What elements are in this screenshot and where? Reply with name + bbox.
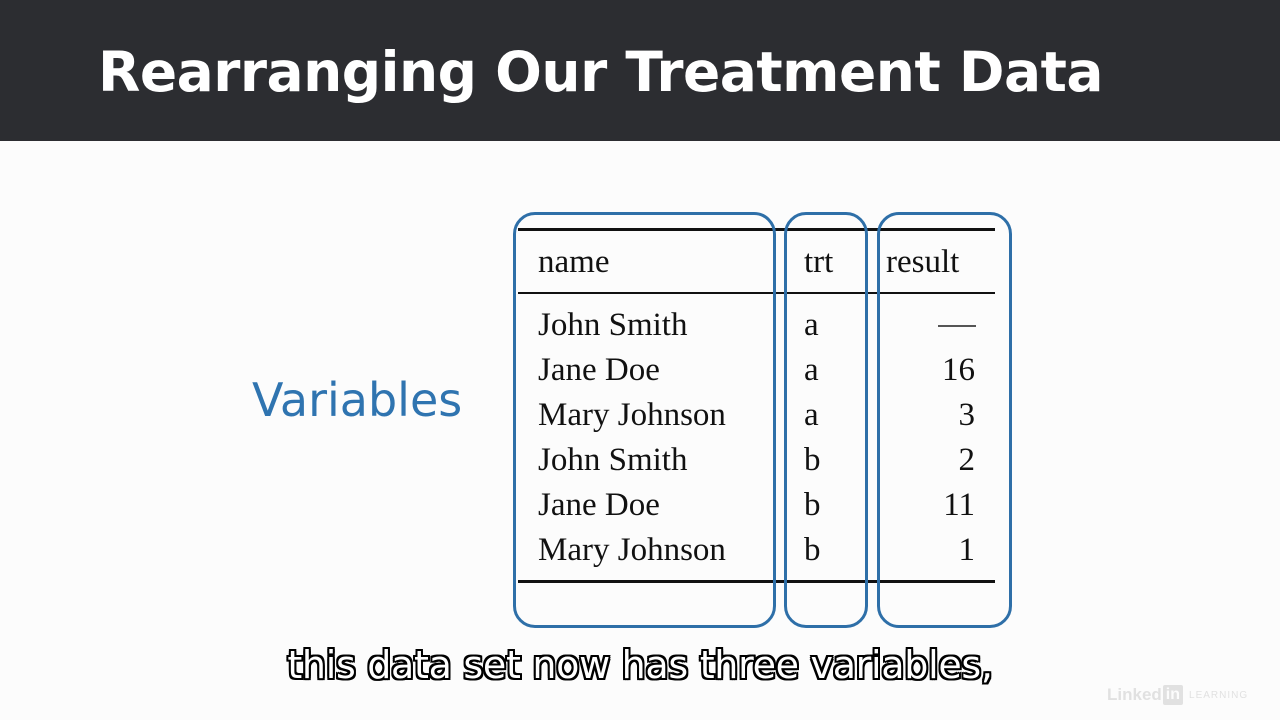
cell-trt: a: [804, 352, 819, 388]
brand-learning: LEARNING: [1189, 689, 1249, 701]
name-column-outline: [513, 212, 776, 628]
brand-linked: Linked: [1107, 685, 1162, 704]
cell-result: 1: [958, 532, 976, 568]
header-name: name: [538, 244, 610, 280]
table-bottom-rule: [518, 580, 995, 583]
cell-trt: a: [804, 397, 819, 433]
variables-label: Variables: [252, 373, 463, 427]
cell-result: 2: [958, 442, 976, 478]
cell-result: 11: [943, 487, 975, 523]
table-header-rule: [518, 292, 995, 294]
cell-trt: b: [804, 487, 821, 523]
header-trt: trt: [804, 244, 834, 280]
title-bar: Rearranging Our Treatment Data: [0, 0, 1280, 141]
brand-in: in: [1162, 685, 1184, 705]
cell-trt: b: [804, 442, 821, 478]
cell-name: Mary Johnson: [538, 532, 726, 568]
missing-value-dash: [938, 325, 976, 327]
cell-name: John Smith: [538, 307, 688, 343]
cell-trt: b: [804, 532, 821, 568]
slide-title: Rearranging Our Treatment Data: [98, 40, 1104, 104]
cell-name: John Smith: [538, 442, 688, 478]
cell-name: Jane Doe: [538, 352, 660, 388]
trt-column-outline: [784, 212, 868, 628]
result-column-outline: [877, 212, 1012, 628]
cell-trt: a: [804, 307, 819, 343]
linkedin-learning-logo: Linked in LEARNING: [1107, 684, 1248, 706]
cell-result: 16: [942, 352, 975, 388]
cell-name: Mary Johnson: [538, 397, 726, 433]
cell-result: 3: [958, 397, 976, 433]
cell-name: Jane Doe: [538, 487, 660, 523]
subtitle-caption: this data set now has three variables,: [287, 643, 993, 687]
header-result: result: [886, 244, 960, 280]
